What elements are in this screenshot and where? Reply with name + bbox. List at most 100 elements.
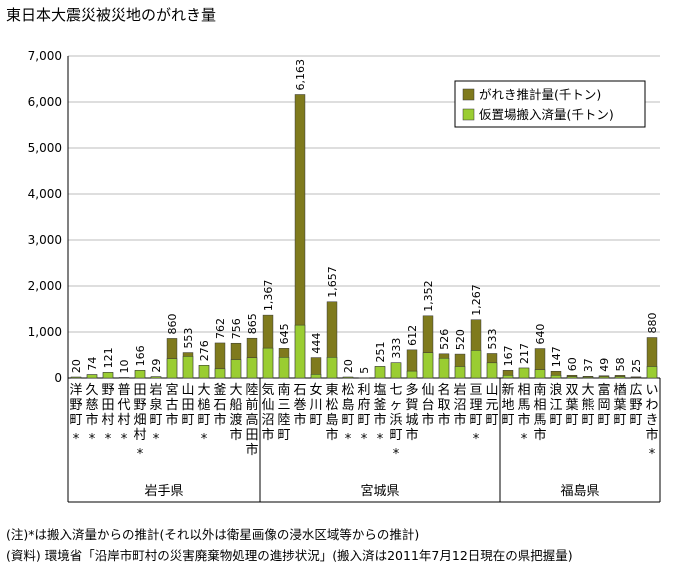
x-tick-label: 市 xyxy=(261,427,274,443)
x-tick-label: 松 xyxy=(325,398,338,413)
x-tick-label: 大 xyxy=(581,383,594,398)
data-label: 147 xyxy=(550,346,563,367)
x-tick-label: 多 xyxy=(405,382,418,398)
y-tick-label: 7,000 xyxy=(28,49,62,63)
x-tick-label: 馬 xyxy=(517,398,530,413)
x-tick-label: 市 xyxy=(437,412,450,428)
x-tick-label: 取 xyxy=(437,398,450,413)
x-tick-label: 市 xyxy=(229,427,242,443)
x-tick-star: * xyxy=(137,447,144,462)
x-tick-label: 町 xyxy=(469,413,482,428)
y-tick-label: 4,000 xyxy=(28,187,62,201)
data-label: 520 xyxy=(454,329,467,350)
data-label: 74 xyxy=(86,357,99,371)
x-tick-label: 市 xyxy=(213,412,226,428)
data-label: 444 xyxy=(310,333,323,354)
x-tick-label: 田 xyxy=(133,383,146,398)
x-tick-label: 市 xyxy=(405,427,418,443)
y-axis: 0 1,000 2,000 3,000 4,000 5,000 6,000 7,000 xyxy=(28,49,660,385)
x-tick-label: 槌 xyxy=(197,397,210,413)
data-label: 166 xyxy=(134,345,147,366)
x-tick-label: 市 xyxy=(325,427,338,443)
bar-carried xyxy=(374,366,386,379)
x-tick-label: 台 xyxy=(421,398,434,413)
bar-carried xyxy=(102,372,114,379)
x-tick-label: 浜 xyxy=(389,413,402,428)
x-tick-label: 市 xyxy=(373,412,386,428)
bar-carried xyxy=(326,357,338,379)
x-tick-label: 町 xyxy=(565,413,578,428)
bar-carried xyxy=(406,370,418,379)
bar-carried xyxy=(486,362,498,379)
data-label: 29 xyxy=(150,359,163,373)
x-tick-label: 沼 xyxy=(261,413,274,428)
x-tick-label: 山 xyxy=(181,383,194,398)
group-label: 福島県 xyxy=(560,484,599,499)
data-label: 333 xyxy=(390,338,403,359)
data-label: 553 xyxy=(182,328,195,349)
x-tick-label: 船 xyxy=(229,398,242,413)
x-tick-label: 町 xyxy=(149,413,162,428)
data-label: 276 xyxy=(198,340,211,361)
data-label: 58 xyxy=(614,357,627,371)
y-tick-label: 0 xyxy=(54,371,62,385)
legend: がれき推計量(千トン) 仮置場搬入済量(千トン) xyxy=(454,80,646,128)
bar-carried xyxy=(214,368,226,379)
x-tick-label: 野 xyxy=(629,398,642,413)
x-tick-label: 城 xyxy=(405,413,418,428)
x-tick-label: い xyxy=(645,383,658,398)
x-axis-labels: 洋野町*久慈市*野田村*普代村*田野畑村*岩泉町*宮古市山田町大槌町*釜石市大船… xyxy=(69,382,658,462)
x-tick-label: 山 xyxy=(485,383,498,398)
x-tick-label: 南 xyxy=(277,382,290,398)
bar-carried xyxy=(166,358,178,379)
x-tick-label: 市 xyxy=(421,412,434,428)
group-label: 岩手県 xyxy=(144,484,183,499)
x-tick-label: 双 xyxy=(565,383,578,398)
legend-label: 仮置場搬入済量(千トン) xyxy=(479,107,614,122)
data-label: 880 xyxy=(646,313,659,334)
x-tick-star: * xyxy=(345,432,352,447)
x-tick-label: 町 xyxy=(69,413,82,428)
prefecture-groups: 岩手県 宮城県 福島県 xyxy=(67,378,661,503)
data-label: 20 xyxy=(342,359,355,373)
bar-carried xyxy=(150,376,162,379)
x-tick-label: 三 xyxy=(277,398,290,413)
x-tick-label: 大 xyxy=(197,383,210,398)
bar-carried xyxy=(598,376,610,379)
x-tick-label: 新 xyxy=(501,382,514,398)
legend-box xyxy=(454,80,646,128)
x-tick-label: 田 xyxy=(245,428,258,443)
data-label: 612 xyxy=(406,325,419,346)
data-label: 533 xyxy=(486,328,499,349)
x-tick-label: わ xyxy=(645,398,658,413)
x-tick-label: 町 xyxy=(309,413,322,428)
x-tick-label: 町 xyxy=(357,413,370,428)
data-label: 1,267 xyxy=(470,284,483,316)
x-tick-label: 市 xyxy=(453,412,466,428)
x-tick-label: 名 xyxy=(437,382,450,398)
x-tick-label: 市 xyxy=(517,412,530,428)
data-label: 121 xyxy=(102,347,115,368)
x-tick-label: 市 xyxy=(645,427,658,443)
bar-carried xyxy=(134,370,146,379)
data-label: 60 xyxy=(566,357,579,371)
bar-carried xyxy=(246,357,258,379)
x-tick-label: 田 xyxy=(101,398,114,413)
x-tick-label: き xyxy=(645,413,658,428)
x-tick-label: 野 xyxy=(133,398,146,413)
bar-carried xyxy=(438,357,450,379)
page-title: 東日本大震災被災地のがれき量 xyxy=(6,6,217,24)
bar-carried xyxy=(86,374,98,379)
x-tick-label: 岡 xyxy=(597,398,610,413)
x-tick-label: 気 xyxy=(261,382,274,398)
x-tick-label: 富 xyxy=(597,382,610,398)
legend-label: がれき推計量(千トン) xyxy=(479,87,601,102)
x-tick-label: 洋 xyxy=(69,383,82,398)
x-tick-star: * xyxy=(121,432,128,447)
x-tick-label: 元 xyxy=(485,398,498,413)
x-tick-label: 宮 xyxy=(165,382,178,398)
x-tick-label: 泉 xyxy=(149,397,162,413)
bar-carried xyxy=(470,350,482,379)
data-label: 25 xyxy=(630,359,643,373)
bar-carried xyxy=(310,374,322,379)
